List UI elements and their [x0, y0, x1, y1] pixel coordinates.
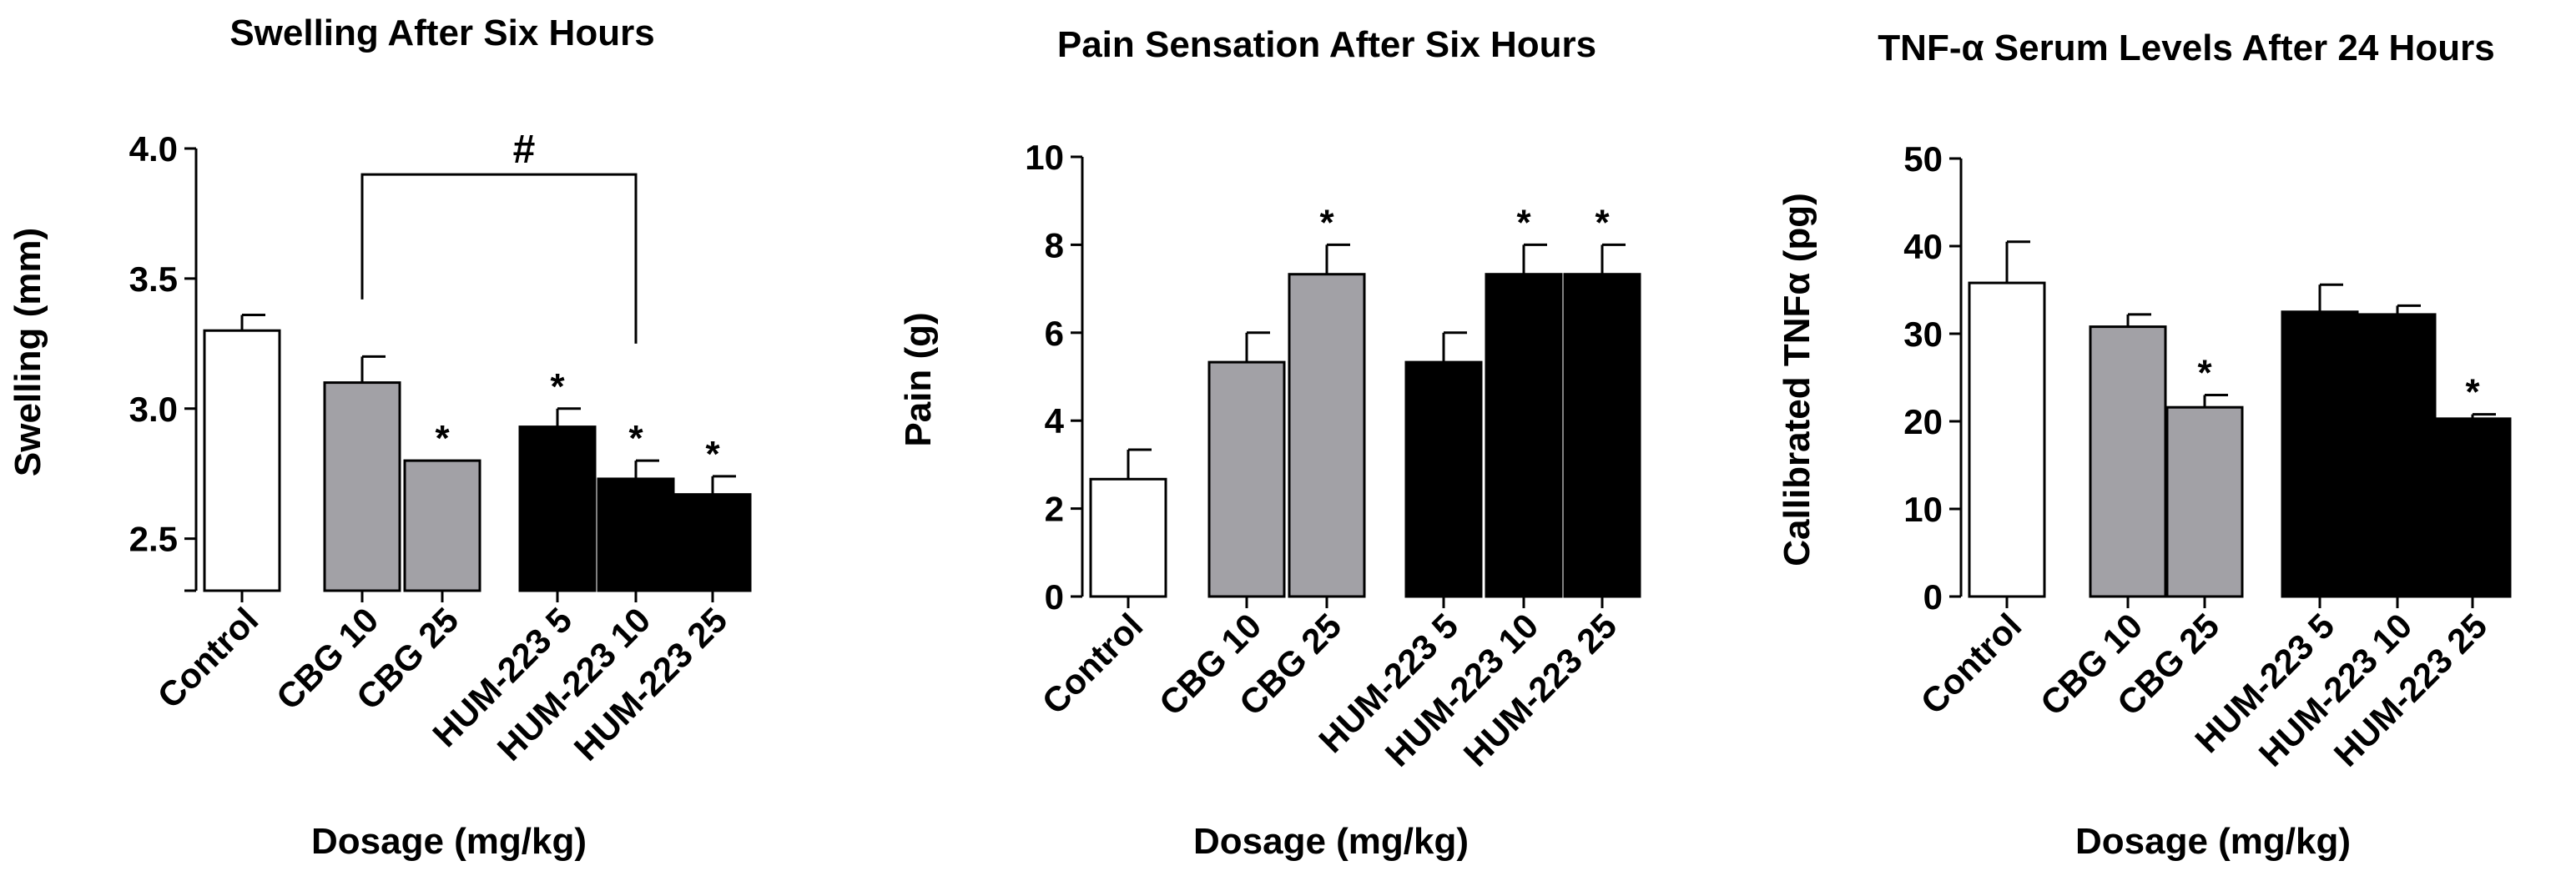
bar	[1089, 477, 1167, 598]
y-axis-label: Pain (g)	[898, 312, 939, 446]
bar	[1207, 360, 1286, 598]
bar	[518, 425, 597, 592]
significance-marker: *	[435, 418, 450, 459]
bar	[2165, 405, 2244, 598]
category-label: Control	[1035, 606, 1151, 722]
y-tick-label: 50	[1903, 139, 1943, 179]
bar	[203, 329, 281, 592]
y-tick-label: 3.5	[129, 259, 178, 299]
y-tick-label: 2.5	[129, 520, 178, 559]
y-tick-label: 0	[1923, 577, 1943, 617]
bar	[2433, 417, 2512, 598]
significance-marker: *	[1319, 202, 1334, 243]
x-axis-label: Dosage (mg/kg)	[311, 821, 587, 862]
y-tick-label: 6	[1045, 314, 1064, 353]
significance-marker: *	[705, 434, 720, 475]
y-tick-label: 3.0	[129, 390, 178, 429]
y-axis-label: Swelling (mm)	[8, 228, 48, 476]
panel-title: Pain Sensation After Six Hours	[1057, 24, 1596, 65]
bar	[1968, 281, 2046, 598]
significance-marker: *	[2197, 353, 2212, 394]
significance-marker: *	[550, 366, 565, 407]
y-tick-label: 4.0	[129, 129, 178, 169]
bar	[2358, 313, 2437, 598]
panel-title: Swelling After Six Hours	[229, 13, 654, 53]
significance-marker: *	[1516, 202, 1531, 243]
significance-marker: *	[2465, 372, 2480, 413]
y-tick-label: 10	[1903, 490, 1943, 529]
bar	[323, 381, 401, 592]
panel-swelling: Swelling After Six Hours Swelling (mm) D…	[8, 13, 752, 862]
significance-marker: *	[1595, 202, 1610, 243]
bracket-label: #	[513, 128, 536, 172]
bar	[2089, 325, 2167, 598]
x-axis-label: Dosage (mg/kg)	[2075, 821, 2351, 862]
bar	[1404, 360, 1483, 598]
bar	[1288, 273, 1366, 598]
panel-title: TNF-α Serum Levels After 24 Hours	[1878, 28, 2494, 68]
category-label: Control	[150, 600, 266, 716]
y-tick-label: 8	[1045, 225, 1064, 264]
x-axis-label: Dosage (mg/kg)	[1193, 821, 1469, 862]
y-axis-label: Callibrated TNFα (pg)	[1777, 193, 1817, 566]
comparison-bracket	[360, 173, 638, 344]
panel-pain: Pain Sensation After Six Hours Pain (g) …	[898, 24, 1641, 862]
y-tick-label: 10	[1025, 138, 1064, 177]
y-tick-label: 20	[1903, 402, 1943, 441]
bar	[673, 493, 752, 592]
y-tick-label: 2	[1045, 490, 1064, 529]
bar	[2281, 310, 2359, 598]
category-label: Control	[1913, 606, 2029, 722]
significance-marker: *	[628, 418, 643, 459]
y-tick-label: 4	[1045, 401, 1065, 441]
y-tick-label: 0	[1045, 577, 1064, 617]
bar	[1485, 273, 1563, 598]
y-tick-label: 30	[1903, 315, 1943, 354]
y-tick-label: 40	[1903, 227, 1943, 266]
bar	[1563, 273, 1641, 598]
panel-tnf: TNF-α Serum Levels After 24 Hours Callib…	[1777, 28, 2512, 862]
bar	[403, 459, 481, 592]
bar	[597, 477, 675, 592]
